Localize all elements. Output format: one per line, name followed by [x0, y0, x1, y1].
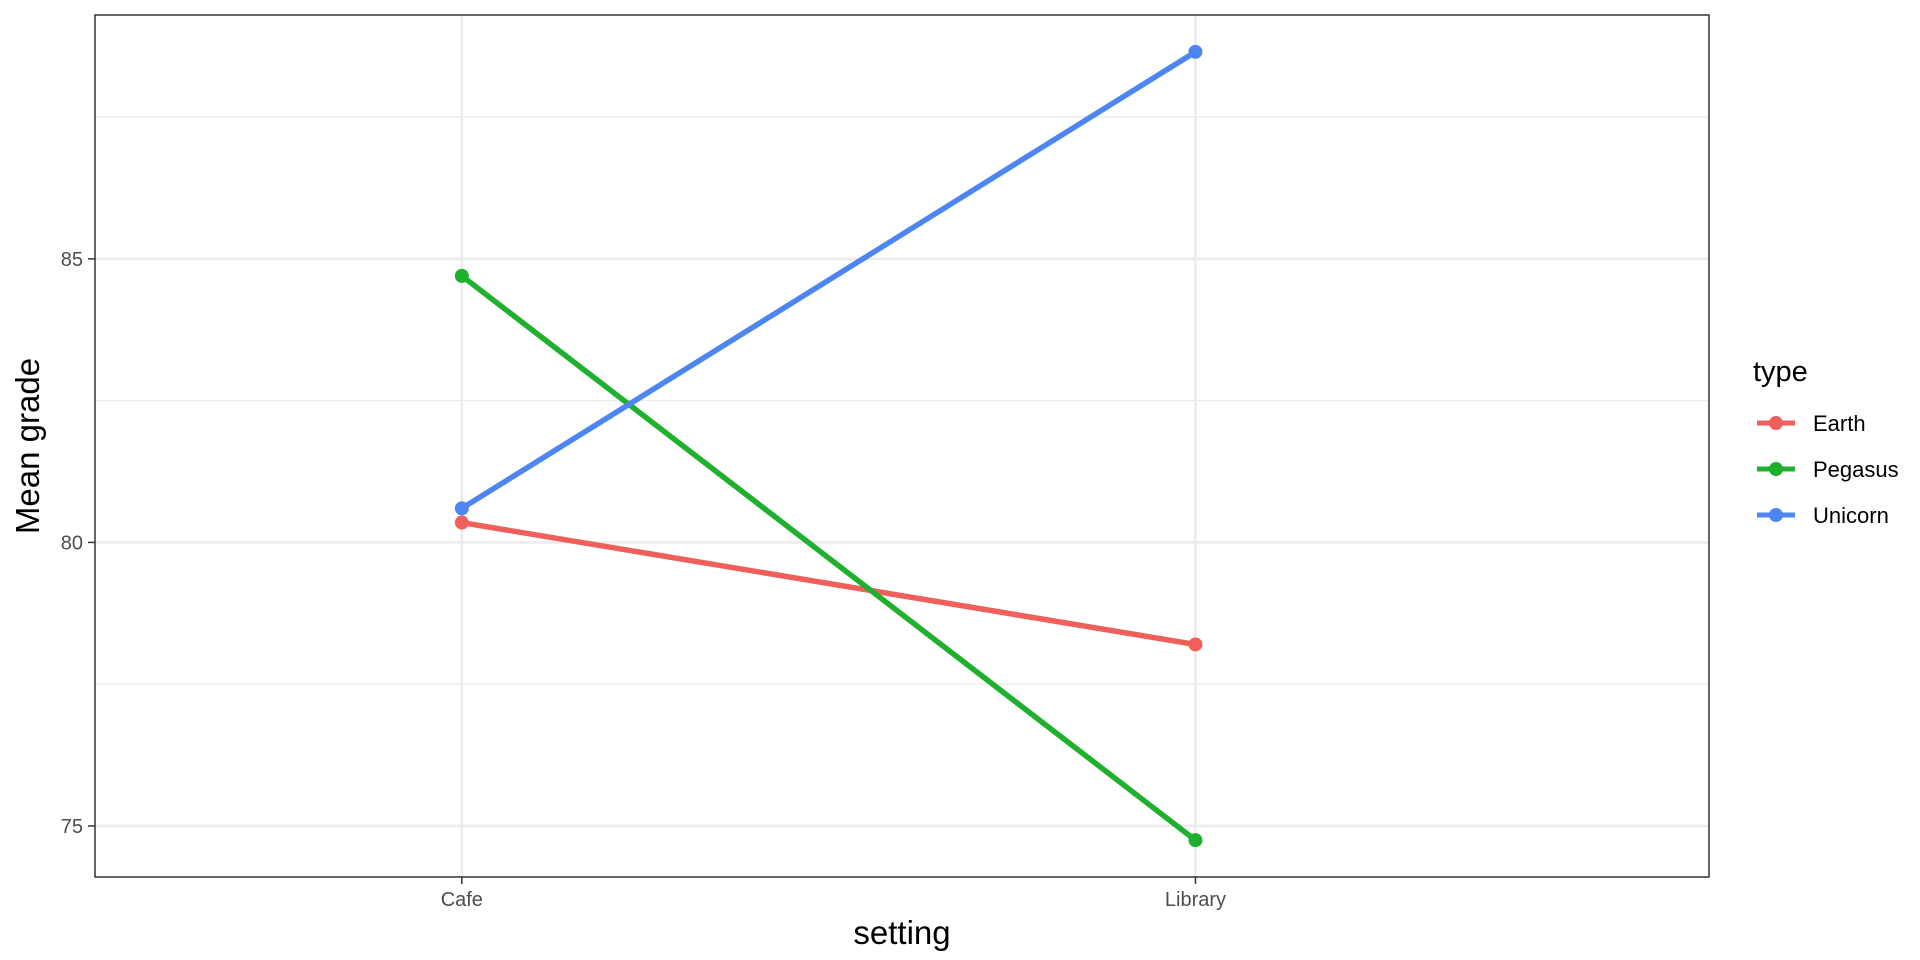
series-unicorn	[454, 44, 1203, 516]
y-axis: 75 80 85	[61, 249, 95, 838]
y-tick-label: 80	[61, 532, 83, 554]
minor-gridlines	[95, 116, 1709, 685]
y-tick-label: 75	[61, 816, 83, 838]
series-line	[460, 49, 1197, 511]
legend-item-unicorn: Unicorn	[1757, 503, 1889, 528]
legend-title: type	[1753, 356, 1808, 388]
data-point	[1188, 637, 1203, 652]
x-axis: Cafe Library	[441, 877, 1226, 911]
series-earth	[454, 515, 1203, 652]
major-gridlines	[95, 15, 1709, 877]
x-axis-title: setting	[853, 914, 950, 951]
x-tick-label: Cafe	[441, 889, 483, 911]
legend-item-pegasus: Pegasus	[1757, 457, 1899, 482]
data-point	[454, 515, 469, 530]
series-pegasus	[454, 268, 1203, 848]
series-line	[460, 273, 1198, 843]
data-point	[454, 501, 469, 516]
legend-key-point	[1769, 508, 1783, 522]
y-tick-label: 85	[61, 249, 83, 271]
data-point	[1188, 44, 1203, 59]
data-point	[454, 268, 469, 283]
y-axis-title: Mean grade	[9, 358, 46, 534]
series-layer	[454, 44, 1203, 848]
panel-border	[94, 14, 1710, 878]
series-line	[461, 519, 1196, 648]
legend-label: Pegasus	[1813, 457, 1899, 482]
legend-key-point	[1769, 416, 1783, 430]
legend-key-point	[1769, 462, 1783, 476]
legend-label: Unicorn	[1813, 503, 1889, 528]
legend-item-earth: Earth	[1757, 411, 1866, 436]
data-point	[1188, 833, 1203, 848]
legend: type Earth Pegasus Unicorn	[1753, 356, 1899, 528]
legend-label: Earth	[1813, 411, 1866, 436]
x-tick-label: Library	[1165, 889, 1226, 911]
